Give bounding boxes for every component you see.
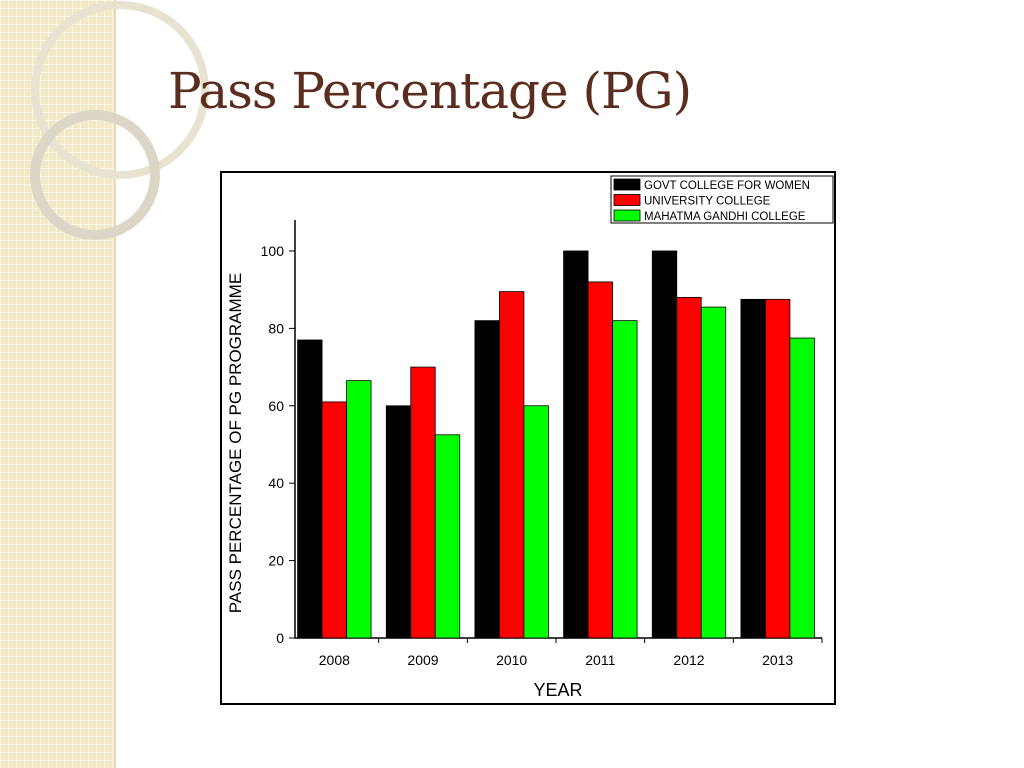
- bar: [789, 337, 815, 639]
- legend-label: MAHATMA GANDHI COLLEGE: [644, 211, 806, 223]
- x-tick-label: 2009: [407, 652, 438, 668]
- y-tick-label: 0: [276, 630, 284, 646]
- bar: [765, 298, 791, 639]
- bar: [587, 281, 613, 639]
- y-tick-label: 60: [268, 398, 284, 414]
- y-tick-label: 100: [261, 243, 285, 259]
- y-tick-label: 20: [268, 553, 284, 569]
- bar: [410, 366, 436, 639]
- legend-swatch: [613, 209, 641, 222]
- legend-swatch: [613, 178, 641, 191]
- decor-ring: [30, 110, 160, 240]
- bar: [434, 434, 461, 639]
- legend-swatch: [613, 194, 641, 206]
- bar: [297, 339, 323, 639]
- bar: [740, 298, 766, 639]
- legend-label: UNIVERSITY COLLEGE: [644, 196, 771, 208]
- slide-title: Pass Percentage (PG): [168, 62, 692, 120]
- legend-box: [610, 175, 834, 224]
- bar: [499, 291, 525, 639]
- y-tick-label: 80: [268, 320, 284, 336]
- bar: [523, 405, 549, 639]
- bar: [676, 297, 702, 639]
- x-tick-label: 2013: [762, 652, 793, 668]
- decor-ring: [31, 1, 209, 179]
- y-tick-label: 40: [268, 475, 284, 491]
- bar: [700, 306, 727, 639]
- x-axis-label: YEAR: [533, 680, 582, 700]
- x-tick-label: 2012: [673, 652, 704, 668]
- legend-label: GOVT COLLEGE FOR WOMEN: [644, 180, 810, 192]
- bar: [563, 250, 589, 639]
- bar: [321, 401, 347, 639]
- bar: [612, 320, 638, 639]
- bar: [651, 250, 678, 639]
- x-tick-label: 2011: [585, 652, 615, 668]
- x-tick-label: 2010: [496, 652, 527, 668]
- x-tick-label: 2008: [319, 652, 350, 668]
- bar: [474, 320, 500, 639]
- bar: [346, 380, 372, 639]
- y-axis-label: PASS PERCENTAGE OF PG PROGRAMME: [226, 273, 245, 613]
- bar: [385, 405, 412, 639]
